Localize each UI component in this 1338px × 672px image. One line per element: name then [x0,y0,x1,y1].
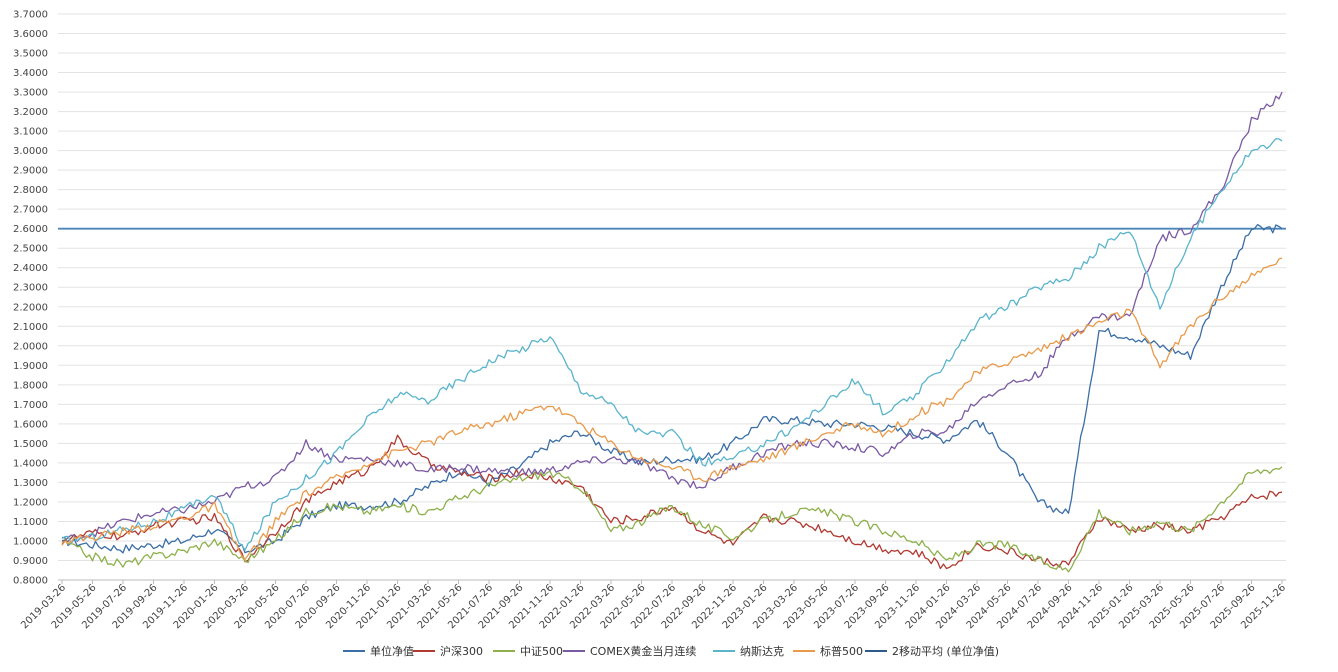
legend-label: 单位净值 [370,644,414,658]
y-tick-label: 3.4000 [13,68,48,79]
y-tick-label: 1.7000 [13,400,48,411]
y-tick-label: 2.1000 [13,322,48,333]
y-tick-label: 0.8000 [13,576,48,587]
series-layer [61,91,1283,573]
legend-label: 标普500 [820,644,863,658]
y-tick-label: 2.6000 [13,224,48,235]
series-line-0 [61,223,1283,554]
y-tick-label: 2.0000 [13,341,48,352]
legend-label: 纳斯达克 [740,645,784,658]
legend: 单位净值 沪深300 中证500 COMEX黄金当月连续 纳斯达克 标普500 2移动平均 … [343,644,999,658]
y-tick-label: 1.2000 [13,497,48,508]
series-line-2 [61,466,1283,573]
series-line-5 [61,257,1283,560]
legend-label: 2移动平均 (单位净值) [892,644,999,658]
y-tick-label: 2.2000 [13,302,48,313]
y-axis: 0.8000 0.9000 1.0000 1.1000 1.2000 1.3000 1.40… [13,10,48,587]
y-tick-label: 3.7000 [13,10,48,21]
y-tick-label: 2.5000 [13,244,48,255]
y-tick-label: 3.3000 [13,88,48,99]
legend-label: COMEX黄金当月连续 [590,644,696,658]
y-tick-label: 3.5000 [13,49,48,60]
y-tick-label: 2.3000 [13,283,48,294]
y-tick-label: 3.6000 [13,29,48,40]
y-tick-label: 2.9000 [13,166,48,177]
y-tick-label: 2.7000 [13,205,48,216]
legend-label: 沪深300 [440,644,483,658]
y-tick-label: 1.3000 [13,478,48,489]
y-tick-label: 3.1000 [13,127,48,138]
y-tick-label: 1.6000 [13,419,48,430]
y-tick-label: 3.0000 [13,146,48,157]
grid-layer [58,13,1286,581]
legend-label: 中证500 [520,645,563,658]
y-tick-label: 1.8000 [13,380,48,391]
y-tick-label: 2.4000 [13,263,48,274]
series-line-4 [61,138,1283,551]
y-tick-label: 1.9000 [13,361,48,372]
y-tick-label: 1.1000 [13,517,48,528]
y-tick-label: 1.4000 [13,458,48,469]
y-tick-label: 1.0000 [13,536,48,547]
y-tick-label: 3.2000 [13,107,48,118]
y-tick-label: 0.9000 [13,556,48,567]
series-line-3 [61,91,1283,543]
series-line-1 [61,434,1283,570]
y-tick-label: 2.8000 [13,185,48,196]
y-tick-label: 1.5000 [13,439,48,450]
x-axis: 2019-03-262019-05-262019-07-262019-09-26… [19,580,1288,631]
